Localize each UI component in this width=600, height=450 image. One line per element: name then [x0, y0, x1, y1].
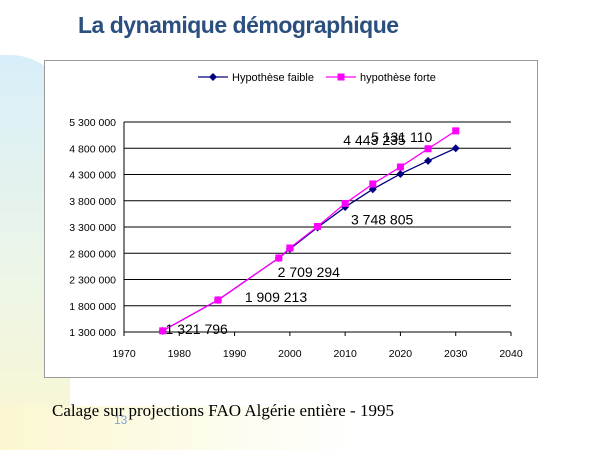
data-point-forte — [341, 199, 349, 207]
data-point-forte — [452, 127, 460, 135]
y-tick-label: 5 300 000 — [69, 117, 116, 129]
data-point-forte — [275, 254, 283, 262]
data-point-forte — [424, 145, 432, 153]
legend-label: Hypothèse faible — [232, 72, 314, 84]
x-tick-label: 1990 — [223, 348, 247, 360]
chart-frame — [44, 60, 538, 378]
data-point-forte — [314, 222, 321, 230]
data-point-forte — [159, 327, 167, 335]
data-point-faible — [396, 169, 405, 178]
y-tick-label: 4 800 000 — [69, 143, 116, 155]
data-label: 5 131 110 — [371, 129, 432, 145]
legend-marker — [337, 73, 345, 81]
y-tick-label: 1 800 000 — [69, 301, 116, 313]
data-label: 3 748 805 — [351, 211, 413, 227]
slide-number: 13 — [114, 413, 128, 427]
y-tick-label: 1 300 000 — [69, 327, 116, 339]
x-tick-label: 1980 — [168, 348, 192, 360]
slide-title: La dynamique démographique — [78, 12, 399, 38]
y-tick-label: 3 800 000 — [69, 196, 116, 208]
data-label: 4 443 235 — [343, 132, 405, 148]
y-tick-label: 3 300 000 — [69, 222, 116, 234]
x-tick-label: 2020 — [389, 348, 413, 360]
x-tick-label: 2010 — [333, 348, 357, 360]
x-tick-label: 1970 — [112, 348, 136, 360]
data-point-forte — [369, 180, 377, 188]
x-tick-label: 2030 — [444, 348, 468, 360]
legend-label: hypothèse forte — [360, 72, 436, 84]
y-tick-label: 4 300 000 — [69, 170, 116, 182]
slide-caption: Calage sur projections FAO Algérie entiè… — [52, 401, 394, 420]
decorative-bottom-band — [0, 406, 600, 450]
legend-marker — [209, 73, 217, 81]
data-point-faible — [424, 156, 433, 165]
y-tick-label: 2 800 000 — [69, 248, 116, 260]
series-line-faible — [162, 147, 456, 332]
data-label: 2 709 294 — [278, 264, 340, 280]
data-label: 1 321 796 — [166, 321, 228, 337]
data-point-forte — [214, 296, 222, 304]
data-label: 1 909 213 — [245, 289, 307, 305]
data-point-faible — [451, 144, 460, 153]
x-tick-label: 2000 — [278, 348, 302, 360]
data-point-forte — [396, 163, 404, 171]
x-tick-label: 2040 — [499, 348, 523, 360]
series-line-forte — [162, 130, 457, 332]
y-tick-label: 2 300 000 — [69, 275, 116, 287]
data-point-forte — [286, 244, 294, 252]
